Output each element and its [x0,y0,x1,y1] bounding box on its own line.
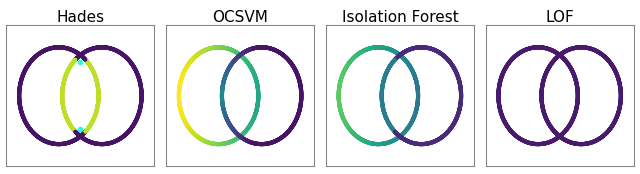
Title: Isolation Forest: Isolation Forest [342,10,458,25]
Title: Hades: Hades [56,10,104,25]
Title: LOF: LOF [545,10,574,25]
Title: OCSVM: OCSVM [212,10,268,25]
